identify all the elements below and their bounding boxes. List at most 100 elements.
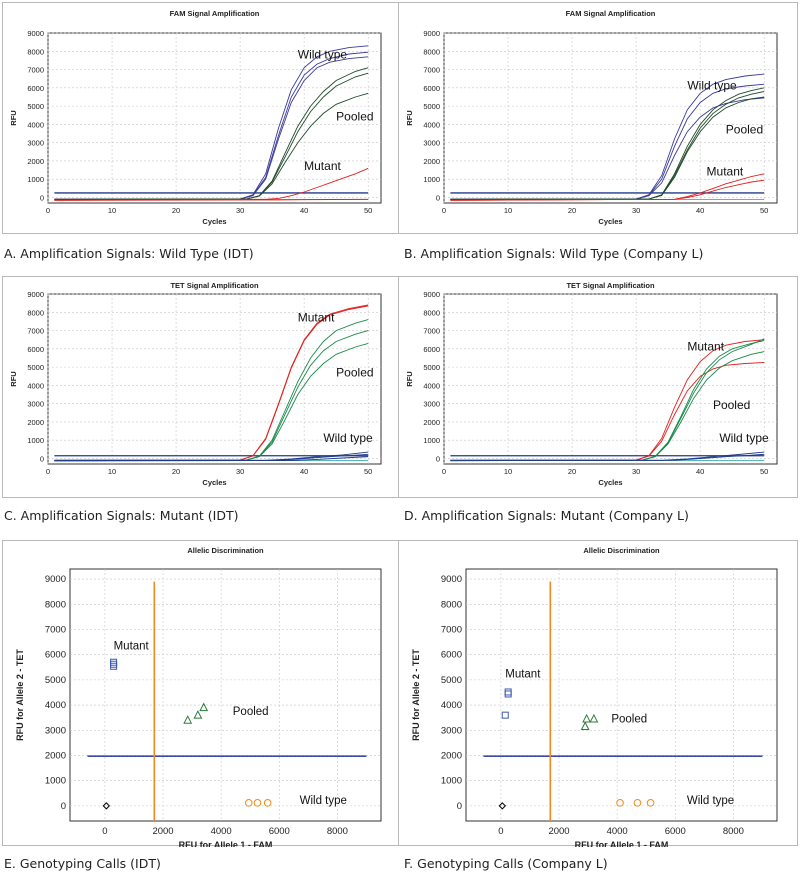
chart-title: Allelic Discrimination [583, 546, 660, 555]
annotation-label: Pooled [726, 123, 763, 137]
y-tick-label: 3000 [423, 139, 440, 148]
y-tick-label: 7000 [423, 66, 440, 75]
caption-e: E. Genotyping Calls (IDT) [4, 856, 161, 871]
y-tick-label: 4000 [441, 700, 462, 711]
y-tick-label: 0 [40, 194, 44, 203]
y-tick-label: 9000 [441, 574, 462, 585]
y-tick-label: 0 [40, 455, 44, 464]
annotation-label: Wild type [719, 431, 769, 445]
chart-title: FAM Signal Amplification [170, 9, 260, 18]
chart-c: TET Signal Amplification0 10 20 30 40 5001000… [3, 277, 400, 499]
x-tick-label: 40 [300, 206, 308, 215]
y-tick-label: 8000 [423, 308, 440, 317]
y-tick-label: 1000 [423, 175, 440, 184]
y-tick-label: 8000 [27, 47, 44, 56]
y-tick-label: 7000 [441, 624, 462, 635]
x-axis-label: Cycles [202, 478, 226, 487]
y-tick-label: 2000 [441, 750, 462, 761]
y-tick-label: 5000 [45, 675, 66, 686]
y-tick-label: 6000 [423, 84, 440, 93]
y-tick-label: 7000 [27, 66, 44, 75]
x-tick-label: 50 [364, 206, 372, 215]
x-tick-label: 50 [760, 206, 768, 215]
x-tick-label: 40 [696, 467, 704, 476]
y-tick-label: 9000 [423, 290, 440, 299]
x-tick-label: 30 [236, 467, 244, 476]
chart-title: TET Signal Amplification [170, 281, 258, 290]
y-tick-label: 4000 [45, 700, 66, 711]
y-tick-label: 0 [61, 801, 66, 812]
x-axis-label: RFU for Allele 1 - FAM [575, 840, 669, 847]
chart-title: FAM Signal Amplification [566, 9, 656, 18]
x-tick-label: 6000 [269, 826, 290, 837]
x-tick-label: 8000 [327, 826, 348, 837]
x-tick-label: 40 [300, 467, 308, 476]
y-tick-label: 7000 [27, 327, 44, 336]
x-tick-label: 50 [760, 467, 768, 476]
y-tick-label: 7000 [45, 624, 66, 635]
panel-e-frame: Allelic Discrimination 0 2000 4000 6000 8000 0… [2, 540, 399, 846]
panel-d-frame: TET Signal Amplification 0 10 20 30 40 50 0 1000… [398, 276, 798, 498]
x-tick-label: 0 [46, 206, 50, 215]
y-axis-label: RFU for Allele 2 - TET [15, 649, 25, 741]
x-tick-label: 8000 [723, 826, 744, 837]
x-tick-label: 20 [172, 206, 180, 215]
annotation-label: Mutant [505, 668, 541, 680]
y-tick-label: 1000 [441, 776, 462, 787]
y-tick-label: 5000 [441, 675, 462, 686]
y-tick-label: 6000 [27, 84, 44, 93]
caption-d: D. Amplification Signals: Mutant (Compan… [404, 508, 689, 523]
chart-a: FAM Signal Amplification0 10 20 30 40 5001000… [3, 3, 400, 235]
y-tick-label: 9000 [45, 574, 66, 585]
chart-e: Allelic Discrimination0 2000 4000 6000 80000… [3, 541, 400, 847]
y-tick-label: 1000 [423, 436, 440, 445]
x-axis-label: Cycles [598, 478, 622, 487]
annotation-label: Pooled [336, 110, 373, 124]
panel-c-frame: TET Signal Amplification 0 10 20 30 40 50 0 1000… [2, 276, 399, 498]
x-tick-label: 30 [632, 206, 640, 215]
y-tick-label: 9000 [27, 29, 44, 38]
x-tick-label: 10 [504, 206, 512, 215]
x-tick-label: 0 [46, 467, 50, 476]
y-tick-label: 6000 [45, 650, 66, 661]
x-tick-label: 30 [632, 467, 640, 476]
y-tick-label: 7000 [423, 327, 440, 336]
caption-c: C. Amplification Signals: Mutant (IDT) [4, 508, 238, 523]
annotation-label: Wild type [687, 79, 737, 93]
y-tick-label: 0 [457, 801, 462, 812]
x-tick-label: 4000 [607, 826, 628, 837]
annotation-label: Pooled [233, 706, 269, 718]
annotation-label: Mutant [687, 340, 724, 354]
caption-f: F. Genotyping Calls (Company L) [404, 856, 608, 871]
y-tick-label: 9000 [27, 290, 44, 299]
y-tick-label: 1000 [27, 436, 44, 445]
y-tick-label: 5000 [27, 102, 44, 111]
annotation-label: Mutant [298, 310, 335, 324]
y-tick-label: 3000 [45, 725, 66, 736]
annotation-label: Wild type [323, 431, 373, 445]
y-tick-label: 4000 [423, 120, 440, 129]
y-tick-label: 8000 [441, 599, 462, 610]
x-tick-label: 0 [442, 206, 446, 215]
panel-b-frame: FAM Signal Amplification 0 10 20 30 40 50 0 1000… [398, 2, 798, 234]
panel-f-frame: Allelic Discrimination 0 2000 4000 6000 8000 0… [398, 540, 798, 846]
y-tick-label: 0 [436, 455, 440, 464]
x-axis-label: Cycles [598, 217, 622, 226]
y-tick-label: 9000 [423, 29, 440, 38]
plot-area [70, 569, 381, 821]
y-axis-label: RFU for Allele 2 - TET [411, 649, 421, 741]
chart-b: FAM Signal Amplification 0 10 20 30 40 50 0 1000… [399, 3, 799, 235]
caption-a: A. Amplification Signals: Wild Type (IDT… [4, 246, 254, 261]
x-tick-label: 30 [236, 206, 244, 215]
y-axis-label: RFU [9, 110, 18, 125]
y-axis-label: RFU [405, 110, 414, 125]
y-tick-label: 3000 [27, 400, 44, 409]
caption-b: B. Amplification Signals: Wild Type (Com… [404, 246, 703, 261]
y-tick-label: 0 [436, 194, 440, 203]
annotation-label: Mutant [304, 159, 341, 173]
annotation-label: Wild type [298, 48, 348, 62]
x-tick-label: 10 [108, 206, 116, 215]
y-tick-label: 2000 [45, 750, 66, 761]
x-tick-label: 0 [442, 467, 446, 476]
y-tick-label: 4000 [423, 381, 440, 390]
